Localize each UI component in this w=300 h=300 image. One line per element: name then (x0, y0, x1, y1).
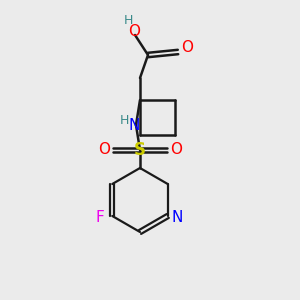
Text: O: O (98, 142, 110, 157)
Text: F: F (96, 211, 105, 226)
Text: N: N (128, 118, 140, 133)
Text: H: H (123, 14, 133, 26)
Text: O: O (170, 142, 182, 157)
Text: O: O (181, 40, 193, 56)
Text: S: S (134, 141, 146, 159)
Text: H: H (119, 113, 129, 127)
Text: O: O (128, 23, 140, 38)
Text: N: N (171, 211, 182, 226)
